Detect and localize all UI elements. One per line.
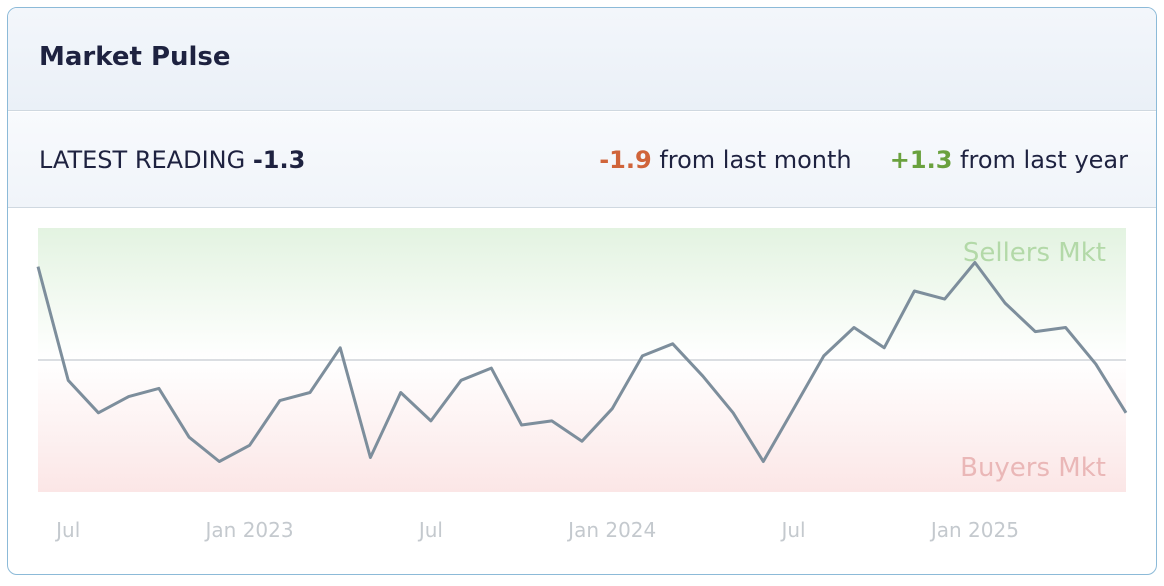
sellers-label: Sellers Mkt [963,238,1106,268]
month-text: from last month [659,146,852,174]
changes: -1.9 from last month +1.3 from last year [599,146,1128,174]
x-tick-label: Jan 2024 [566,518,656,542]
latest-label: LATEST READING [39,146,246,174]
latest-value: -1.3 [252,146,306,174]
year-text: from last year [960,146,1128,174]
x-tick-label: Jul [54,518,80,542]
sellers-zone [38,228,1126,360]
card-header: Market Pulse [8,8,1156,111]
x-tick-label: Jan 2023 [204,518,294,542]
latest-reading: LATEST READING -1.3 [39,146,305,174]
x-tick-label: Jul [779,518,805,542]
market-pulse-card: Market Pulse LATEST READING -1.3 -1.9 fr… [7,7,1157,575]
series-line [36,261,1128,463]
x-tick-label: Jul [417,518,443,542]
card-title: Market Pulse [39,42,231,72]
summary-row: LATEST READING -1.3 -1.9 from last month… [8,112,1156,208]
year-change: +1.3 [889,146,953,174]
month-change: -1.9 [599,146,652,174]
x-tick-label: Jan 2025 [929,518,1019,542]
buyers-zone [38,360,1126,492]
chart: Sellers Mkt Buyers Mkt Jul Jan 2023 Jul Jan 2… [36,228,1128,542]
buyers-label: Buyers Mkt [960,453,1106,483]
